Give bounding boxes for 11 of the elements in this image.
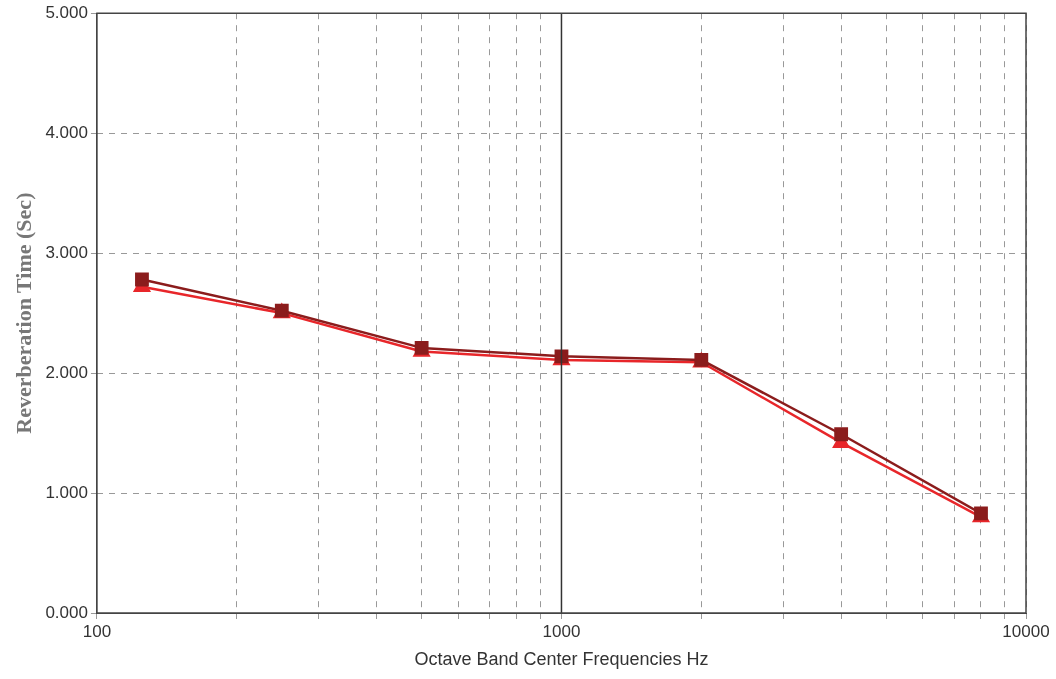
x-tick-label: 1000 [542,621,581,641]
y-tick-label: 4.000 [45,122,88,142]
y-tick-label: 3.000 [45,242,88,262]
x-tick-label: 10000 [1002,621,1050,641]
y-tick-label: 5.000 [45,2,88,22]
x-axis-title: Octave Band Center Frequencies Hz [414,649,709,670]
x-tick-label: 100 [82,621,112,641]
y-tick-label: 1.000 [45,482,88,502]
y-tick-label: 2.000 [45,362,88,382]
y-tick-label: 0.000 [45,602,88,622]
y-axis-title: Reverberation Time (Sec) [10,192,36,434]
